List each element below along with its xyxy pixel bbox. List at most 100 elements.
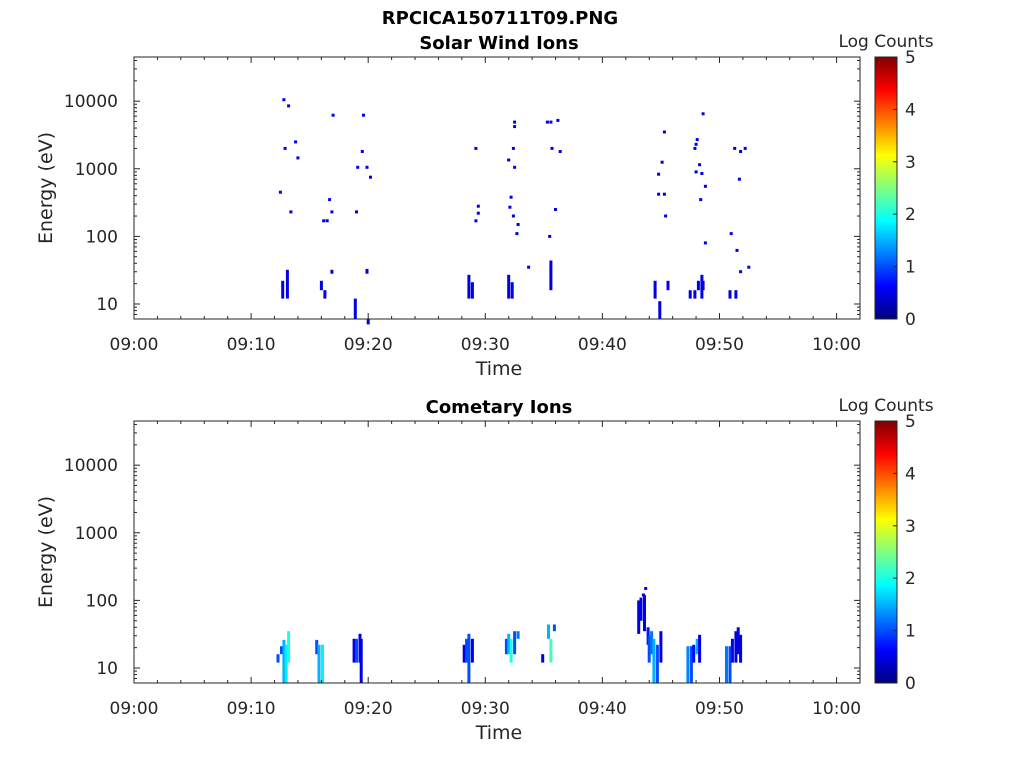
panel-title: Cometary Ions <box>426 397 573 418</box>
data-bar <box>510 282 514 299</box>
data-bar <box>355 638 358 663</box>
x-tick-label: 09:40 <box>578 335 627 355</box>
data-cell <box>747 265 751 269</box>
colorbar-gradient <box>874 420 898 684</box>
data-bar <box>653 280 657 299</box>
data-cell <box>739 150 743 153</box>
plot-area <box>134 421 860 683</box>
data-bar <box>547 624 550 639</box>
data-cell <box>545 120 549 124</box>
data-cell <box>474 146 478 150</box>
y-tick-label: 10000 <box>64 456 118 476</box>
data-bar <box>516 631 520 639</box>
data-bar <box>319 280 323 291</box>
data-bar <box>467 274 471 299</box>
data-cell <box>294 140 298 144</box>
data-cell <box>287 104 291 108</box>
data-bar <box>552 624 556 632</box>
data-cell <box>476 211 480 215</box>
data-cell <box>362 113 365 117</box>
data-bar <box>734 290 738 299</box>
data-cell <box>735 248 739 252</box>
x-tick-label: 09:30 <box>461 335 510 355</box>
data-cell <box>743 146 747 150</box>
data-cell <box>698 163 702 167</box>
data-bar <box>513 631 517 655</box>
data-cell <box>556 118 560 122</box>
y-tick-label: 1000 <box>75 524 118 544</box>
data-cell <box>513 165 517 169</box>
colorbar-tick-label: 3 <box>905 153 916 173</box>
plot-area <box>134 57 860 319</box>
y-tick-label: 1000 <box>75 160 118 180</box>
x-tick-label: 09:50 <box>695 699 744 719</box>
data-cell <box>331 113 335 117</box>
y-tick-label: 10000 <box>64 92 118 112</box>
data-cell <box>509 195 513 199</box>
data-bar <box>692 644 696 663</box>
data-bar <box>507 274 511 299</box>
y-tick-label: 10 <box>96 659 118 679</box>
data-cell <box>328 198 332 202</box>
x-tick-label: 09:10 <box>227 335 276 355</box>
data-cell <box>657 192 661 196</box>
data-cell <box>733 146 737 150</box>
data-cell <box>511 214 515 218</box>
y-tick-label: 10 <box>96 295 118 315</box>
data-bar <box>462 644 466 663</box>
data-cell <box>476 204 480 208</box>
data-bar <box>507 633 511 655</box>
panel-title: Solar Wind Ions <box>419 33 578 54</box>
data-cell <box>700 172 704 175</box>
y-tick-label: 100 <box>86 227 118 247</box>
data-bar <box>315 639 319 655</box>
data-cell <box>641 593 645 597</box>
data-bar <box>282 639 286 683</box>
data-cell <box>527 265 531 269</box>
data-cell <box>369 175 372 179</box>
data-bar <box>650 631 654 655</box>
data-cell <box>699 198 703 202</box>
data-cell <box>289 210 293 214</box>
data-bar <box>366 319 370 325</box>
data-bar <box>728 646 732 683</box>
data-cell <box>322 219 326 223</box>
data-bar <box>280 646 283 655</box>
data-bar <box>321 644 324 683</box>
data-cell <box>511 146 515 150</box>
data-bar <box>276 654 280 663</box>
x-tick-label: 09:00 <box>110 335 159 355</box>
data-bar <box>689 646 693 683</box>
colorbar-tick-label: 0 <box>905 674 916 694</box>
data-bar <box>317 644 321 683</box>
data-cell <box>365 165 369 169</box>
x-tick-label: 10:00 <box>812 699 861 719</box>
data-bar <box>739 634 743 663</box>
data-bar <box>666 280 670 291</box>
data-cell <box>662 192 666 196</box>
data-bar <box>359 638 363 683</box>
x-tick-label: 09:00 <box>110 699 159 719</box>
data-layer <box>278 98 751 325</box>
data-cell <box>330 210 334 214</box>
x-tick-label: 09:50 <box>695 335 744 355</box>
data-bar <box>281 280 285 299</box>
data-bar <box>509 638 513 663</box>
data-bar <box>695 638 699 655</box>
colorbar-tick-label: 3 <box>905 517 916 537</box>
data-bar <box>465 638 469 663</box>
axes-box <box>133 56 861 320</box>
data-cell <box>703 184 707 188</box>
data-bar <box>637 600 641 634</box>
data-cell <box>694 142 698 146</box>
data-bar <box>549 638 553 663</box>
data-bar <box>549 260 553 291</box>
data-bar <box>352 638 356 663</box>
data-bar <box>658 301 662 319</box>
colorbar-tick-label: 2 <box>905 205 916 225</box>
x-tick-label: 10:00 <box>812 335 861 355</box>
data-cell <box>513 125 517 129</box>
colorbar-tick-label: 1 <box>905 622 916 642</box>
data-cell <box>550 146 554 150</box>
data-bar <box>643 595 646 632</box>
